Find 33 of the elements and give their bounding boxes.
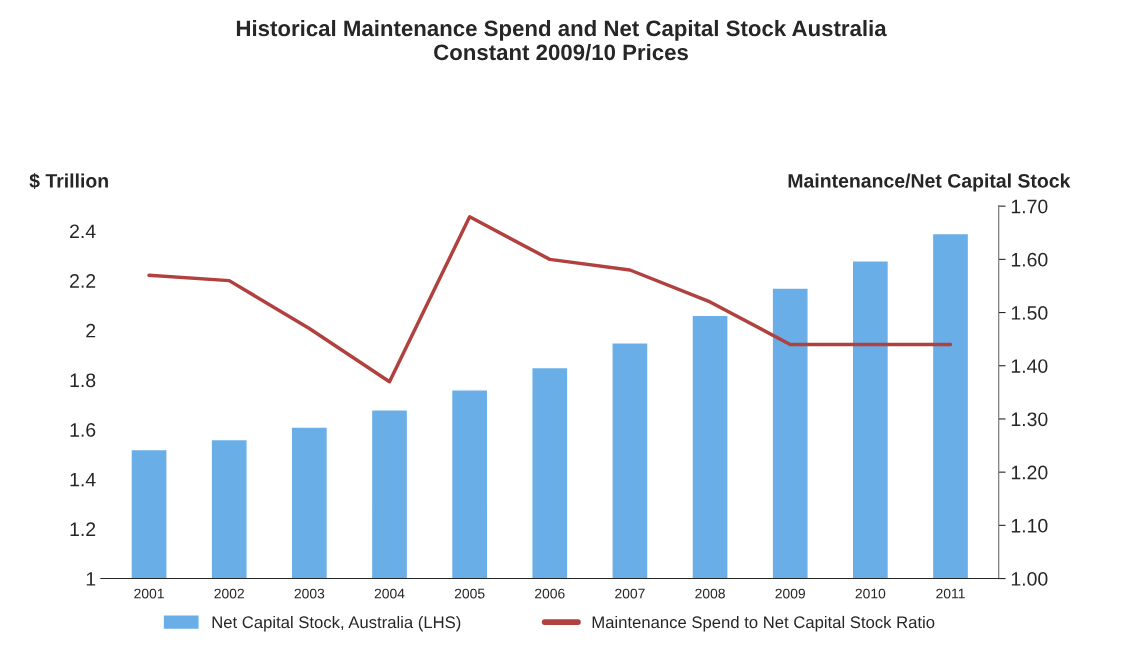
y-tick-label: 1 <box>86 572 96 586</box>
x-tick-label: 2009 <box>775 588 805 599</box>
x-tick-label: 2004 <box>374 588 405 599</box>
y2-tick-label: 1.20 <box>1011 465 1048 480</box>
y2-tick-label: 1.40 <box>1011 359 1048 373</box>
chart-title: Historical Maintenance Spend and Net Capital Stock Australia Constant 2009/10 Prices <box>236 19 887 61</box>
x-tick-label: 2002 <box>214 588 244 599</box>
x-tick-label: 2008 <box>695 588 725 599</box>
x-tick-label: 2011 <box>936 588 965 599</box>
y-tick-label: 2 <box>86 323 96 338</box>
y-axis-title: $ Trillion <box>29 173 108 189</box>
y-tick-label: 1.2 <box>70 522 96 536</box>
x-tick-label: 2010 <box>855 588 886 599</box>
y2-tick-label: 1.50 <box>1011 306 1048 320</box>
y2-tick-label: 1.00 <box>1011 572 1048 586</box>
legend-label: Net Capital Stock, Australia (LHS) <box>212 615 461 632</box>
x-tick-label: 2006 <box>535 588 565 599</box>
y2-tick-label: 1.30 <box>1011 412 1048 427</box>
y2-tick-label: 1.10 <box>1011 518 1048 533</box>
x-tick-label: 2001 <box>134 588 164 599</box>
x-tick-label: 2007 <box>615 588 645 599</box>
y-tick-label: 1.8 <box>70 373 96 388</box>
y2-tick-label: 1.70 <box>1011 199 1048 214</box>
line-series <box>147 215 953 384</box>
y2-tick-label: 1.60 <box>1011 252 1048 267</box>
y2-axis-title: Maintenance/Net Capital Stock <box>788 173 1071 192</box>
x-tick-label: 2003 <box>294 588 325 599</box>
x-tick-label: 2005 <box>454 588 485 599</box>
y-tick-label: 2.4 <box>70 224 96 239</box>
legend-label: Maintenance Spend to Net Capital Stock Ratio <box>592 615 935 632</box>
y-tick-label: 1.4 <box>70 472 96 487</box>
y-tick-label: 1.6 <box>70 423 96 437</box>
y-tick-label: 2.2 <box>70 274 96 288</box>
